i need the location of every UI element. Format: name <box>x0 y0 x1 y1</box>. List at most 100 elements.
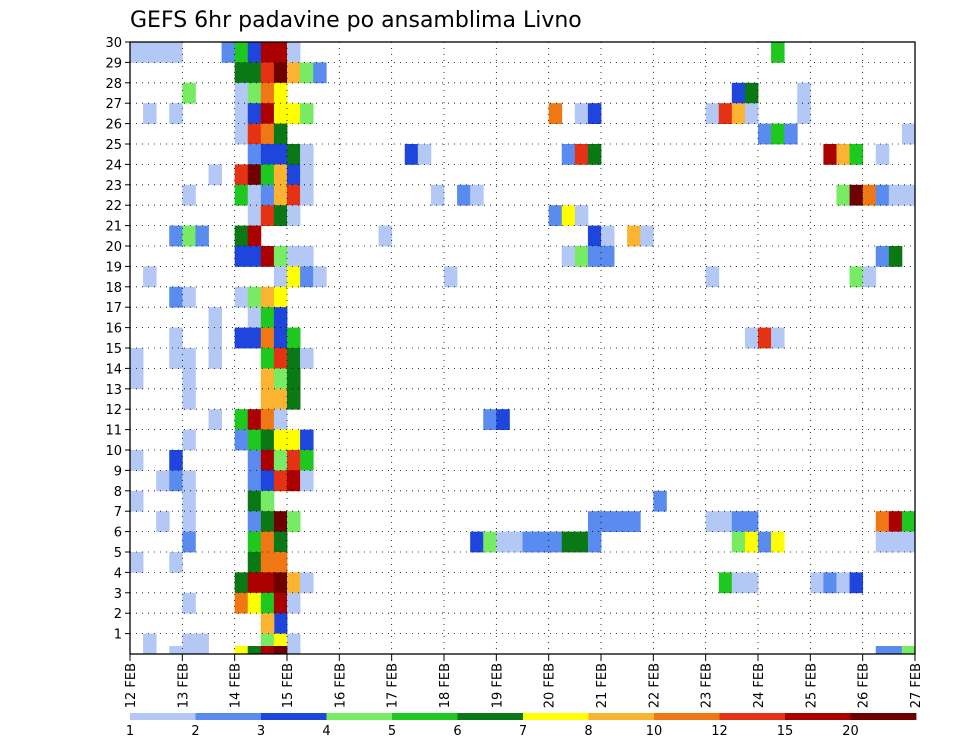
y-tick-label: 8 <box>114 485 122 500</box>
heatmap-cell <box>574 531 589 553</box>
heatmap-cell <box>287 429 301 451</box>
heatmap-cell <box>130 42 144 63</box>
heatmap-cell <box>234 286 249 308</box>
x-tick-label: 17 FEB <box>386 663 401 708</box>
heatmap-cell <box>483 531 497 553</box>
heatmap-cell <box>234 646 249 654</box>
heatmap-cell <box>875 511 890 532</box>
heatmap-cell <box>287 144 301 165</box>
heatmap-cell <box>273 388 288 410</box>
heatmap-cell <box>287 592 301 614</box>
y-tick-label: 21 <box>105 220 122 235</box>
heatmap-cell <box>234 103 249 124</box>
heatmap-cell <box>182 429 196 451</box>
heatmap-cell <box>247 307 262 328</box>
y-tick-label: 6 <box>114 526 122 541</box>
y-tick-label: 13 <box>105 383 122 398</box>
heatmap-cell <box>849 144 864 165</box>
heatmap-cell <box>744 103 759 124</box>
y-tick-label: 15 <box>105 342 122 357</box>
heatmap-cell <box>744 531 759 553</box>
heatmap-cell <box>130 552 144 573</box>
heatmap-cell <box>849 572 864 594</box>
x-tick-label: 19 FEB <box>490 663 505 708</box>
heatmap-cell <box>731 103 746 124</box>
heatmap-cell <box>208 164 222 186</box>
heatmap-cell <box>731 531 746 553</box>
heatmap-cell <box>404 144 419 165</box>
heatmap-cell <box>627 511 641 532</box>
y-tick-label: 25 <box>105 138 122 153</box>
heatmap-cell <box>260 123 275 145</box>
heatmap-cell <box>836 144 850 165</box>
heatmap-cell <box>234 62 249 84</box>
heatmap-cell <box>273 531 288 553</box>
heatmap-cell <box>522 531 536 553</box>
heatmap-cell <box>273 266 288 288</box>
heatmap-cell <box>130 490 144 512</box>
heatmap-cell <box>234 184 249 206</box>
heatmap-cell <box>836 572 850 594</box>
heatmap-cell <box>470 184 484 206</box>
heatmap-cell <box>169 327 183 349</box>
heatmap-cell <box>247 164 262 186</box>
heatmap-cell <box>143 633 157 655</box>
heatmap-cell <box>731 82 746 104</box>
heatmap-cell <box>247 511 262 532</box>
heatmap-cell <box>260 103 275 124</box>
heatmap-cell <box>182 490 196 512</box>
heatmap-cell <box>247 327 262 349</box>
colorbar-swatch <box>392 713 458 720</box>
x-tick-label: 16 FEB <box>333 663 348 708</box>
heatmap-cell <box>234 164 249 186</box>
colorbar-label: 10 <box>646 724 663 739</box>
y-tick-label: 2 <box>114 607 122 622</box>
heatmap-cell <box>875 144 890 165</box>
heatmap-cell <box>273 307 288 328</box>
colorbar-label: 4 <box>322 724 330 739</box>
heatmap-cell <box>247 429 262 451</box>
heatmap-cell <box>182 633 196 655</box>
colorbar-swatch <box>261 713 327 720</box>
heatmap-cell <box>470 531 484 553</box>
heatmap-cell <box>561 246 576 267</box>
heatmap-cell <box>273 511 288 532</box>
heatmap-cell <box>287 164 301 186</box>
heatmap-cell <box>587 144 602 165</box>
heatmap-cell <box>718 511 733 532</box>
heatmap-cell <box>247 184 262 206</box>
y-tick-label: 11 <box>105 424 122 439</box>
heatmap-cell <box>705 103 720 124</box>
heatmap-cell <box>273 327 288 349</box>
heatmap-cell <box>300 62 314 84</box>
heatmap-cell <box>836 184 850 206</box>
heatmap-cell <box>823 572 837 594</box>
y-tick-label: 19 <box>105 260 122 275</box>
heatmap-cell <box>875 531 890 553</box>
heatmap-cell <box>260 82 275 104</box>
y-tick-label: 20 <box>105 240 122 255</box>
x-tick-label: 21 FEB <box>595 663 610 708</box>
heatmap-cell <box>797 103 811 124</box>
colorbar-swatch <box>588 713 655 720</box>
heatmap-cell <box>260 531 275 553</box>
colorbar-label: 7 <box>519 724 527 739</box>
colorbar-label: 20 <box>842 724 859 739</box>
heatmap-cell <box>640 225 654 247</box>
heatmap-cell <box>182 531 196 553</box>
heatmap-cell <box>705 511 720 532</box>
heatmap-cell <box>496 531 510 553</box>
heatmap-cell <box>273 572 288 594</box>
colorbar-swatch <box>654 713 720 720</box>
colorbar-swatch <box>195 713 262 720</box>
heatmap-cell <box>287 103 301 124</box>
heatmap-cell <box>300 246 314 267</box>
heatmap-cell <box>744 82 759 104</box>
heatmap-cell <box>182 82 196 104</box>
heatmap-cell <box>182 368 196 390</box>
heatmap-cell <box>260 409 275 430</box>
heatmap-cell <box>182 388 196 410</box>
heatmap-cell <box>260 327 275 349</box>
heatmap-cell <box>744 511 759 532</box>
heatmap-cell <box>587 103 602 124</box>
